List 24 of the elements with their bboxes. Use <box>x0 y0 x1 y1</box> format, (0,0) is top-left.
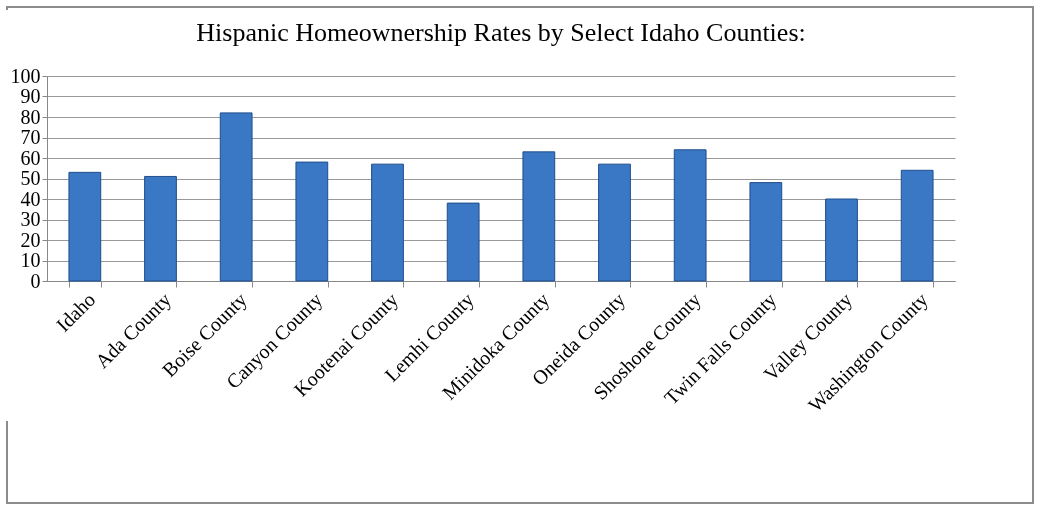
bar <box>673 149 707 282</box>
chart-title: Hispanic Homeownership Rates by Select Idaho Counties: <box>196 18 806 47</box>
bar <box>825 198 858 282</box>
y-tick-label: 80 <box>20 105 41 128</box>
y-tick-label: 40 <box>20 187 41 210</box>
bar <box>749 182 783 282</box>
bar <box>371 163 404 282</box>
y-tick-label: 0 <box>30 269 41 292</box>
y-tick-label: 20 <box>20 228 41 251</box>
y-tick-label: 100 <box>10 64 41 87</box>
y-tick-label: 60 <box>20 146 41 169</box>
y-tick-label: 90 <box>20 85 41 107</box>
y-tick-label: 50 <box>20 167 41 189</box>
bar <box>219 112 253 282</box>
bar <box>295 161 329 282</box>
y-tick-label: 30 <box>20 208 41 230</box>
bar <box>144 175 177 282</box>
bar <box>900 169 934 282</box>
y-tick-label: 10 <box>20 249 41 271</box>
bar <box>522 151 556 282</box>
bar <box>446 202 480 282</box>
bar <box>68 171 102 282</box>
bar <box>598 163 631 282</box>
y-tick-label: 70 <box>20 126 41 148</box>
